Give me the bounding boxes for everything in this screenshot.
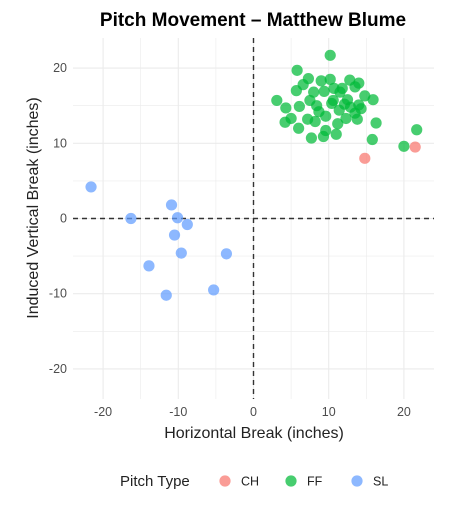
x-tick-label: 0	[250, 405, 257, 419]
point-sl	[85, 181, 97, 193]
point-sl	[125, 212, 137, 225]
point-ff	[398, 140, 410, 152]
point-sl	[175, 247, 187, 259]
point-sl	[165, 199, 178, 211]
x-tick-label: 10	[322, 405, 336, 419]
x-tick-label: -10	[169, 405, 187, 419]
point-ff	[315, 75, 327, 87]
legend-label-sl: SL	[373, 475, 388, 489]
point-ff	[324, 73, 336, 85]
point-sl	[220, 248, 233, 260]
x-axis-ticks: -20 -10 0 10 20	[94, 405, 411, 419]
point-ff	[318, 85, 330, 97]
point-ff	[271, 94, 283, 107]
point-sl	[181, 218, 193, 231]
point-ff	[293, 122, 305, 134]
point-ch	[359, 152, 371, 164]
point-ff	[320, 110, 332, 122]
point-sl	[143, 260, 155, 272]
point-ff	[324, 49, 336, 61]
point-ff	[353, 99, 365, 111]
point-ff	[349, 81, 361, 93]
point-sl	[160, 289, 172, 301]
reference-lines	[73, 38, 434, 399]
y-tick-label: 20	[53, 61, 67, 75]
point-ff	[330, 128, 342, 140]
y-tick-label: -20	[49, 362, 67, 376]
legend-items: CH FF SL	[219, 475, 388, 489]
point-ff	[367, 94, 379, 106]
point-ff	[326, 97, 338, 110]
point-ff	[332, 118, 344, 130]
y-tick-label: 10	[53, 136, 67, 150]
legend-label-ff: FF	[307, 475, 323, 489]
chart-title: Pitch Movement – Matthew Blume	[100, 10, 406, 31]
x-axis-label: Horizontal Break (inches)	[164, 425, 344, 442]
point-sl	[208, 284, 220, 296]
point-sl	[168, 229, 181, 241]
legend-title: Pitch Type	[120, 473, 190, 490]
x-tick-label: -20	[94, 405, 112, 419]
y-axis-ticks: -20 -10 0 10 20	[49, 61, 67, 376]
y-axis-label: Induced Vertical Break (inches)	[25, 97, 42, 318]
legend: Pitch Type CH FF SL	[120, 473, 388, 490]
legend-label-ch: CH	[241, 475, 259, 489]
legend-key-ch	[219, 475, 231, 487]
point-ff	[411, 124, 423, 136]
y-tick-label: 0	[60, 212, 67, 226]
point-ff	[351, 113, 363, 125]
point-ch	[409, 141, 421, 153]
legend-key-ff	[285, 475, 297, 487]
point-ff	[317, 130, 330, 143]
point-ff	[293, 100, 305, 113]
point-ff	[305, 132, 318, 144]
x-tick-label: 20	[397, 405, 411, 419]
data-points	[85, 49, 423, 301]
point-sl	[171, 212, 184, 224]
point-ff	[309, 115, 321, 128]
point-ff	[366, 133, 378, 146]
point-ff	[280, 102, 292, 114]
point-ff	[340, 112, 352, 125]
legend-key-sl	[351, 475, 363, 487]
point-ff	[279, 116, 291, 128]
plot-area	[73, 38, 434, 399]
point-ff	[328, 82, 340, 94]
point-ff	[291, 64, 303, 76]
point-ff	[370, 117, 382, 129]
point-ff	[290, 85, 302, 97]
point-ff	[308, 86, 320, 98]
point-ff	[338, 98, 351, 110]
y-tick-label: -10	[49, 287, 67, 301]
